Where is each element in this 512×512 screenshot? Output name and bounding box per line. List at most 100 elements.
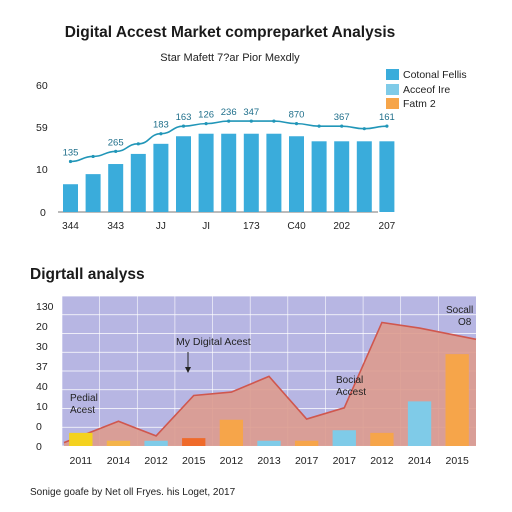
line-point: [294, 122, 299, 126]
bar: [266, 133, 282, 212]
x-tick-label: 2011: [70, 455, 93, 467]
chart-2-y-ticks: 0 0 10 40 37 30 20 130: [36, 301, 54, 453]
annotation: My Digital Acest: [176, 336, 251, 348]
bar: [243, 133, 259, 212]
line-point: [181, 124, 186, 128]
y-tick: 10: [36, 164, 48, 176]
data-label: 161: [379, 112, 395, 123]
x-tick-label: 2017: [295, 455, 319, 467]
line-point: [114, 149, 118, 153]
bar: [130, 153, 146, 212]
bar: [289, 136, 304, 212]
legend-label: Cotonal Fellis: [403, 69, 467, 81]
annotation: Socall O8: [446, 305, 476, 328]
annotation-arrowhead: [185, 367, 191, 373]
chart-2-area: [64, 322, 476, 446]
y-tick-label: 130: [36, 301, 54, 313]
y-tick: 60: [36, 80, 48, 92]
data-label: 163: [176, 112, 192, 123]
source-note: Sonige goafe by Net oll Fryes. his Loget…: [30, 487, 236, 498]
x-tick-label: 173: [243, 221, 260, 232]
y-tick: 0: [40, 207, 46, 219]
annotation: Pedial Acest: [70, 393, 101, 416]
bar: [219, 419, 244, 446]
line-point: [249, 119, 253, 123]
line-point: [159, 132, 163, 136]
legend-swatch: [386, 69, 399, 80]
chart-1-points: [68, 119, 389, 164]
bar: [85, 174, 101, 212]
x-tick-label: 2012: [220, 455, 244, 467]
annotation: Bocial Accest: [336, 375, 366, 398]
bar: [144, 440, 168, 446]
x-tick-label: 2012: [144, 455, 168, 467]
chart-1-bars: [63, 133, 395, 212]
x-tick-label: 343: [107, 221, 124, 232]
bar: [63, 184, 78, 212]
y-tick-label: 40: [36, 381, 48, 393]
chart-1-data-labels: 135 265 183 163 126 236 347 870 367 161: [63, 107, 395, 158]
x-tick-label: 2015: [446, 455, 470, 467]
line-point: [91, 154, 95, 159]
bar: [182, 438, 206, 446]
legend-label: Acceof Ire: [403, 84, 450, 96]
legend-swatch: [386, 98, 399, 109]
data-label: 870: [289, 110, 305, 121]
chart-2-area-line: [63, 321, 477, 444]
bar: [445, 354, 469, 446]
x-tick-label: JI: [202, 221, 210, 232]
bar: [332, 430, 356, 446]
chart-1-title: Digital Accest Market compreparket Analy…: [65, 24, 396, 41]
chart-2-x-ticks: 2011 2014 2012 2015 2012 2013 2017 2017 2012 2014…: [70, 455, 469, 467]
legend-swatch: [386, 84, 399, 95]
chart-2-annotations: My Digital Acest Pedial Acest Bocial Acc…: [70, 305, 476, 416]
annotation-line: Bocial: [336, 375, 363, 386]
chart-1-subtitle: Star Mafett 7?ar Pior Mexdly: [160, 52, 300, 64]
bar: [356, 141, 372, 212]
x-tick-label: C40: [287, 221, 306, 232]
bar: [311, 141, 327, 212]
y-tick-label: 0: [36, 441, 42, 453]
chart-2-bars: [69, 354, 469, 446]
line-point: [136, 142, 140, 146]
bar: [153, 143, 169, 212]
y-tick: 59: [36, 122, 48, 134]
bar: [257, 440, 281, 446]
line-point: [204, 122, 208, 126]
bar: [221, 133, 237, 212]
line-point: [68, 159, 73, 164]
legend-label: Fatm 2: [403, 98, 436, 110]
chart-1-legend: Cotonal Fellis Acceof Ire Fatm 2: [386, 69, 467, 110]
y-tick-label: 0: [36, 421, 42, 433]
line-point: [272, 119, 276, 123]
line-point: [362, 127, 366, 131]
y-tick-label: 10: [36, 401, 48, 413]
data-label: 347: [243, 107, 259, 118]
x-tick-label: 344: [62, 221, 79, 232]
bar: [108, 164, 124, 212]
bar: [69, 432, 93, 446]
x-tick-label: 2015: [182, 455, 206, 467]
bar: [176, 136, 191, 212]
annotation-line: Acest: [70, 405, 95, 416]
bar: [407, 401, 432, 446]
y-tick-label: 20: [36, 321, 48, 333]
x-tick-label: 2014: [408, 455, 432, 467]
x-tick-label: 2014: [107, 455, 131, 467]
bar: [198, 133, 214, 212]
data-label: 126: [198, 110, 214, 121]
chart-1: Digital Accest Market compreparket Analy…: [36, 24, 467, 232]
x-tick-label: 202: [333, 221, 350, 232]
data-label: 367: [334, 112, 350, 123]
x-tick-label: 2013: [257, 455, 281, 467]
line-point: [227, 119, 231, 123]
line-point: [317, 124, 321, 128]
bar: [379, 141, 395, 212]
line-point: [385, 124, 389, 128]
data-label: 265: [108, 137, 124, 148]
x-tick-label: JJ: [156, 221, 166, 232]
bar: [334, 141, 350, 212]
annotation-line: Pedial: [70, 393, 98, 404]
x-tick-label: 2012: [370, 455, 394, 467]
x-tick-label: 2017: [333, 455, 357, 467]
